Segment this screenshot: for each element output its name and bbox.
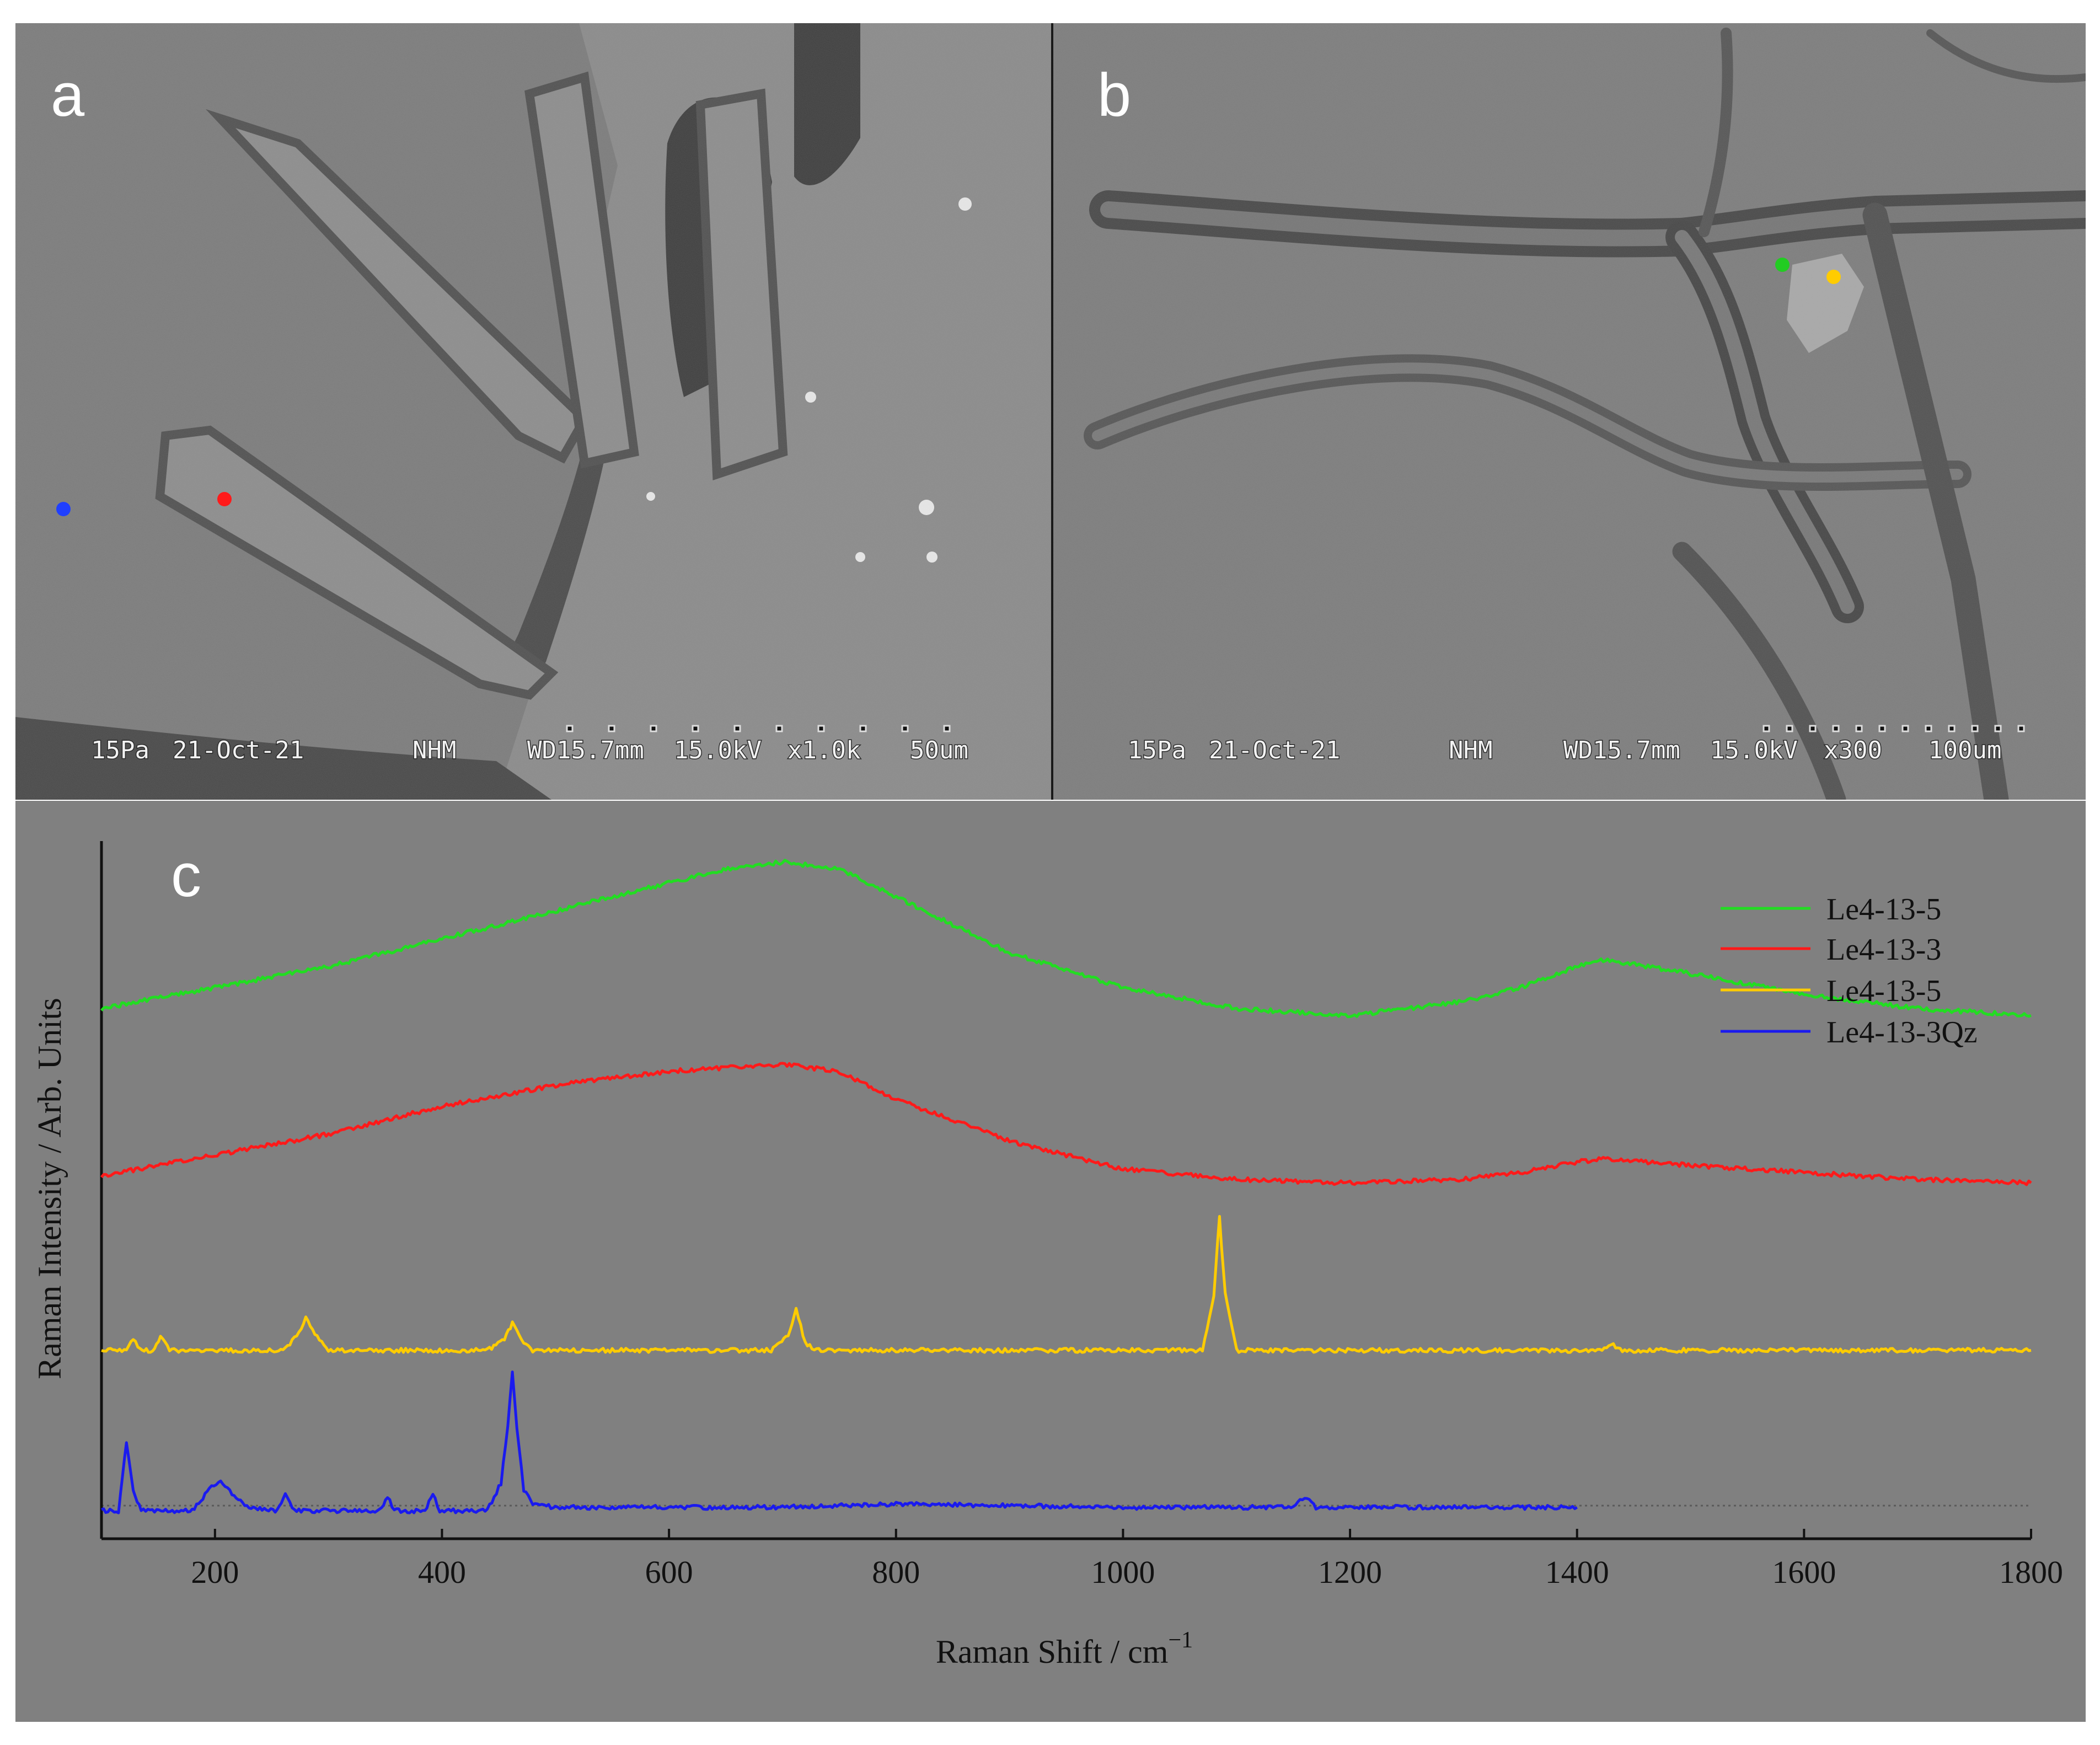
x-tick-label: 1200 bbox=[1318, 1554, 1382, 1590]
sem-panel-a: a 15Pa 21-Oct-21 NHM WD15.7mm 15.0kV x1.… bbox=[15, 23, 1051, 800]
x-tick-label: 400 bbox=[418, 1554, 466, 1590]
legend-label-le4-13-3-red: Le4-13-3 bbox=[1826, 933, 1941, 967]
sem-a-pressure: 15Pa bbox=[91, 736, 149, 764]
x-tick-label: 1000 bbox=[1091, 1554, 1155, 1590]
sem-b-pressure: 15Pa bbox=[1128, 736, 1186, 764]
x-axis-title-text: Raman Shift / cm bbox=[936, 1634, 1169, 1670]
marker-point-green bbox=[1775, 258, 1790, 272]
chart-panel-c: c 200 400 600 800 1000 1200 1400 1600 1800 Raman… bbox=[15, 801, 2086, 1722]
sem-panel-b: b 15Pa 21-Oct-21 NHM WD15.7mm 15.0kV x30… bbox=[1053, 23, 2086, 800]
x-tick-label: 1800 bbox=[1999, 1554, 2063, 1590]
marker-point-red bbox=[217, 492, 232, 506]
marker-point-blue bbox=[56, 502, 71, 516]
sem-a-scale: 50um bbox=[910, 736, 968, 764]
legend-label-le4-13-5-yellow: Le4-13-5 bbox=[1826, 974, 1941, 1008]
panel-letter-a: a bbox=[51, 61, 85, 129]
x-axis-title-superscript: −1 bbox=[1168, 1628, 1193, 1653]
panel-letter-c: c bbox=[171, 842, 201, 909]
x-tick-label: 1600 bbox=[1772, 1554, 1836, 1590]
x-tick-label: 800 bbox=[872, 1554, 920, 1590]
sem-b-working-distance: WD15.7mm bbox=[1563, 736, 1680, 764]
legend-label-le4-13-5-green: Le4-13-5 bbox=[1826, 892, 1941, 927]
sem-a-lab: NHM bbox=[413, 736, 456, 764]
sem-b-voltage: 15.0kV bbox=[1710, 736, 1798, 764]
sem-a-magnification: x1.0k bbox=[788, 736, 860, 764]
x-tick-label: 1400 bbox=[1545, 1554, 1609, 1590]
sem-b-scale: 100um bbox=[1928, 736, 2001, 764]
sem-a-date: 21-Oct-21 bbox=[173, 736, 304, 764]
marker-point-yellow bbox=[1826, 270, 1841, 284]
legend-label-le4-13-3qz-blue: Le4-13-3Qz bbox=[1826, 1015, 1978, 1050]
sem-b-date: 21-Oct-21 bbox=[1209, 736, 1340, 764]
panel-letter-b: b bbox=[1097, 61, 1131, 129]
sem-b-lab: NHM bbox=[1449, 736, 1492, 764]
sem-b-magnification: x300 bbox=[1824, 736, 1882, 764]
sem-a-working-distance: WD15.7mm bbox=[527, 736, 644, 764]
sem-a-grain-overlay bbox=[15, 23, 1051, 800]
x-tick-label: 200 bbox=[191, 1554, 239, 1590]
sem-b-grain-overlay bbox=[1053, 23, 2086, 800]
x-axis-title: Raman Shift / cm−1 bbox=[936, 1628, 1193, 1670]
y-axis-title: Raman Intensity / Arb. Units bbox=[31, 998, 68, 1379]
sem-a-voltage: 15.0kV bbox=[674, 736, 762, 764]
x-tick-label: 600 bbox=[645, 1554, 693, 1590]
